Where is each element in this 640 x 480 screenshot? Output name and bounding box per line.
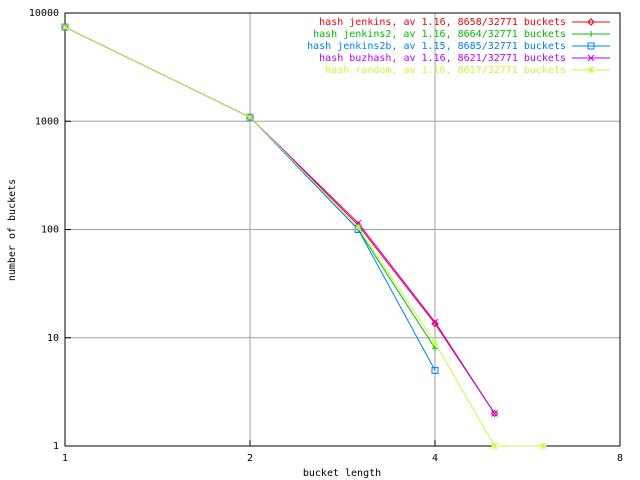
legend-marker — [587, 42, 595, 50]
x-tick-label: 2 — [247, 453, 253, 464]
y-tick-label: 10 — [47, 333, 59, 344]
marker — [354, 223, 362, 231]
y-tick-label: 10000 — [29, 8, 59, 19]
marker — [61, 23, 69, 31]
y-axis-label: number of buckets — [7, 179, 18, 281]
legend-label: hash random, av 1.16, 8617/32771 buckets — [325, 65, 566, 76]
legend-marker — [588, 31, 594, 37]
marker — [431, 366, 439, 374]
legend-label: hash jenkins2b, av 1.15, 8685/32771 buck… — [307, 41, 566, 52]
marker — [491, 442, 498, 450]
x-axis-label: bucket length — [303, 468, 381, 479]
legend-label: hash jenkins2, av 1.16, 8664/32771 bucke… — [313, 29, 566, 40]
x-tick-label: 8 — [617, 453, 623, 464]
legend-marker — [587, 18, 595, 26]
series-line — [64, 26, 544, 447]
x-tick-label: 1 — [62, 453, 68, 464]
y-tick-label: 1000 — [35, 116, 59, 127]
marker — [539, 442, 547, 450]
legend-label: hash jenkins, av 1.16, 8658/32771 bucket… — [319, 17, 566, 28]
legend-label: hash buzhash, av 1.16, 8621/32771 bucket… — [319, 53, 566, 64]
marker — [61, 23, 69, 31]
marker — [491, 410, 498, 417]
plot-frame — [64, 12, 621, 447]
y-tick-label: 1 — [53, 441, 59, 452]
marker — [431, 319, 439, 328]
marker — [432, 345, 438, 352]
x-tick-label: 4 — [432, 453, 438, 464]
marker — [431, 318, 439, 326]
marker — [246, 113, 254, 121]
legend-marker — [587, 66, 595, 74]
legend-marker — [587, 54, 595, 62]
y-tick-label: 100 — [41, 225, 59, 236]
marker — [431, 339, 439, 347]
